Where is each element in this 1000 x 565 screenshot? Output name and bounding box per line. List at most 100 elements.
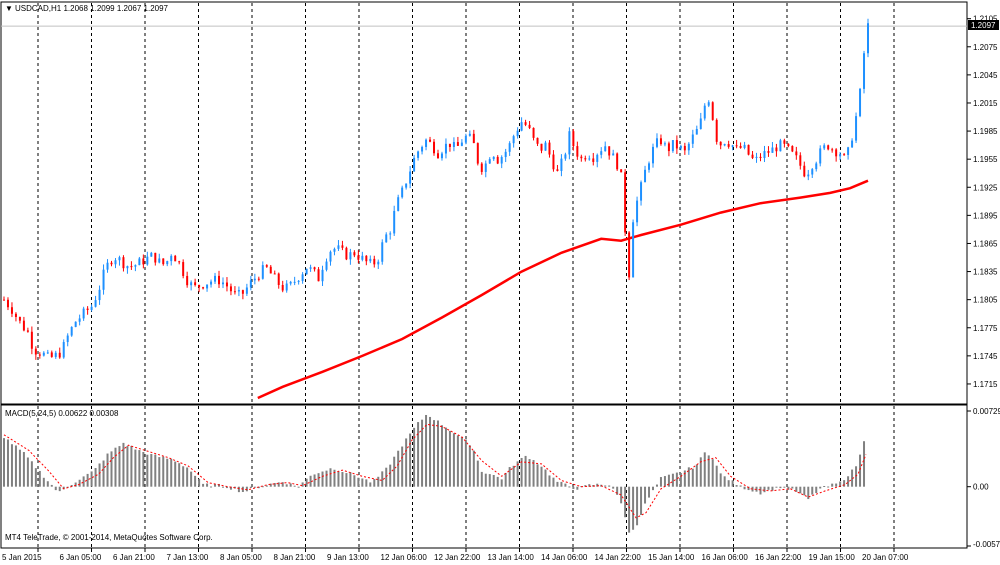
y-tick-label: 1.2015 — [973, 99, 998, 108]
macd-y-tick-label: 0.00 — [973, 483, 989, 492]
macd-bar — [628, 486, 631, 533]
candle-body — [206, 284, 209, 289]
macd-bar — [528, 459, 531, 487]
macd-title: MACD(5,24,5) 0.00622 0.00308 — [5, 409, 119, 418]
candle-body — [628, 232, 631, 278]
candle-body — [803, 165, 806, 177]
macd-bar — [385, 467, 388, 487]
macd-bar — [118, 446, 121, 487]
macd-bar — [452, 433, 455, 487]
candle-body — [221, 282, 224, 285]
macd-bar — [313, 474, 316, 487]
candle-body — [600, 151, 603, 155]
candle-body — [751, 154, 754, 158]
macd-bar — [779, 486, 782, 489]
candle-body — [520, 122, 523, 131]
candle-body — [337, 245, 340, 249]
candle-body — [556, 169, 559, 171]
macd-bar — [624, 486, 627, 518]
candle-body — [819, 148, 822, 164]
candle-body — [14, 313, 17, 317]
candle-body — [703, 105, 706, 119]
macd-bar — [409, 433, 412, 487]
macd-bar — [548, 475, 551, 487]
candle-body — [779, 140, 782, 152]
y-tick-label: 1.1925 — [973, 183, 998, 192]
chart-menu-icon[interactable]: ▼ — [5, 4, 13, 13]
candle-body — [50, 352, 53, 357]
candle-body — [608, 146, 611, 156]
candle-body — [241, 290, 244, 294]
candle-body — [397, 197, 400, 211]
candle-body — [86, 308, 89, 311]
x-tick-label: 19 Jan 15:00 — [809, 553, 856, 562]
macd-bar — [456, 435, 459, 487]
candle-body — [409, 171, 412, 184]
candle-body — [648, 163, 651, 170]
candle-body — [162, 258, 165, 265]
macd-bar — [377, 476, 380, 487]
chart-title: USDCAD,H1 1.2068 1.2099 1.2067 1.2097 — [15, 4, 169, 13]
macd-bar — [110, 451, 113, 487]
macd-bar — [317, 473, 320, 487]
candle-body — [106, 262, 109, 270]
candle-body — [855, 116, 858, 141]
macd-bar — [795, 486, 798, 492]
macd-bar — [504, 472, 507, 487]
candle-body — [118, 257, 121, 261]
candle-body — [269, 266, 272, 274]
candle-body — [233, 291, 236, 293]
candle-body — [640, 182, 643, 201]
candle-body — [460, 142, 463, 146]
y-tick-label: 1.1895 — [973, 211, 998, 220]
candle-body — [229, 286, 232, 292]
macd-bar — [190, 471, 193, 487]
candle-body — [98, 289, 101, 301]
macd-bar — [174, 461, 177, 487]
candle-body — [237, 290, 240, 292]
candle-body — [22, 320, 25, 331]
macd-bar — [847, 476, 850, 487]
candle-body — [46, 352, 49, 354]
candle-body — [616, 153, 619, 170]
candle-body — [433, 141, 436, 154]
macd-bar — [707, 455, 710, 487]
macd-bar — [305, 478, 308, 487]
macd-bar — [6, 439, 9, 487]
candle-body — [787, 143, 790, 147]
candle-body — [186, 275, 189, 286]
candle-body — [444, 143, 447, 154]
macd-bar — [297, 486, 300, 488]
candle-body — [6, 299, 9, 308]
macd-axis: 0.00729 0.00 -0.00571 — [967, 407, 1000, 549]
candle-body — [683, 145, 686, 151]
x-tick-label: 13 Jan 14:00 — [488, 553, 535, 562]
candle-body — [512, 136, 515, 144]
macd-bar — [18, 449, 21, 487]
candle-body — [436, 153, 439, 159]
candle-body — [381, 242, 384, 262]
candle-body — [42, 352, 45, 356]
macd-bar — [564, 483, 567, 487]
candle-body — [464, 135, 467, 143]
candle-body — [66, 335, 69, 343]
candle-body — [612, 153, 615, 156]
x-tick-label: 16 Jan 22:00 — [755, 553, 802, 562]
current-price-tag — [968, 20, 999, 30]
macd-bar — [373, 479, 376, 487]
macd-bar — [496, 476, 499, 487]
x-tick-label: 8 Jan 21:00 — [274, 553, 316, 562]
candle-body — [122, 257, 125, 269]
macd-bar — [369, 482, 372, 487]
macd-bar — [723, 476, 726, 487]
candle-body — [528, 124, 531, 128]
macd-bar — [556, 481, 559, 487]
candle-body — [783, 140, 786, 144]
candle-body — [731, 145, 734, 147]
macd-panel-frame — [0, 404, 968, 549]
macd-bar — [301, 482, 304, 487]
macd-bar — [735, 485, 738, 487]
candle-body — [572, 131, 575, 147]
